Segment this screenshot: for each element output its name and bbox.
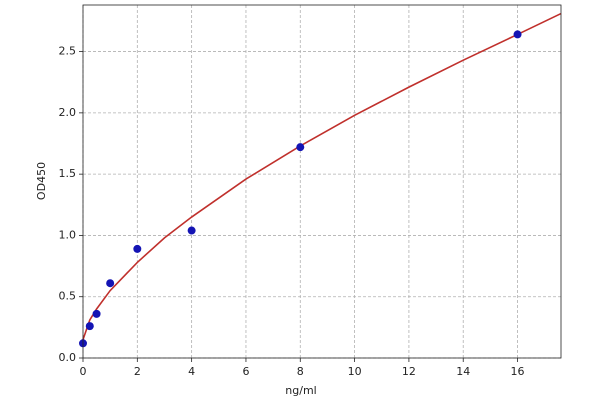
x-tick-label: 4 — [188, 365, 195, 378]
data-point — [296, 143, 305, 152]
x-axis-label: ng/ml — [285, 384, 316, 397]
y-tick-label: 0.0 — [59, 351, 77, 364]
y-tick-label: 1.0 — [59, 228, 77, 241]
x-tick-label: 0 — [80, 365, 87, 378]
data-point — [85, 322, 94, 331]
x-tick-label: 2 — [134, 365, 141, 378]
data-point — [133, 244, 142, 253]
x-tick-label: 14 — [456, 365, 470, 378]
x-tick-label: 8 — [297, 365, 304, 378]
data-point — [106, 279, 115, 288]
y-tick-label: 1.5 — [59, 167, 77, 180]
x-tick-label: 10 — [348, 365, 362, 378]
y-tick-label: 0.5 — [59, 290, 77, 303]
plot-frame — [82, 4, 562, 359]
data-point — [513, 30, 522, 39]
y-tick-label: 2.5 — [59, 45, 77, 58]
x-tick-label: 12 — [402, 365, 416, 378]
x-tick-label: 16 — [511, 365, 525, 378]
data-point — [92, 309, 101, 318]
y-axis-label: OD450 — [35, 162, 48, 200]
x-tick-label: 6 — [242, 365, 249, 378]
fit-curve — [82, 12, 562, 340]
data-point — [187, 226, 196, 235]
y-tick-label: 2.0 — [59, 106, 77, 119]
